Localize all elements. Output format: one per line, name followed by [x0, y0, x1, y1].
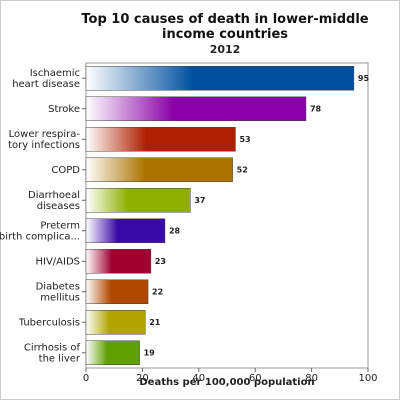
bar: [85, 279, 149, 304]
value-label: 23: [155, 257, 166, 266]
x-tick-label: 40: [192, 373, 205, 384]
x-tick-label: 20: [136, 373, 149, 384]
x-axis-label: Deaths per 100,000 population: [139, 377, 314, 388]
x-tick-label: 60: [249, 373, 262, 384]
x-tick-label: 0: [83, 373, 89, 384]
bar: [85, 96, 307, 121]
y-tick-label: Lower respira-tory infections: [8, 129, 80, 151]
value-label: 37: [194, 196, 205, 205]
bar: [85, 66, 355, 91]
chart-title: Top 10 causes of death in lower-middle in…: [81, 12, 368, 42]
value-label: 21: [149, 318, 161, 327]
value-label: 78: [310, 104, 322, 113]
y-tick-label: COPD: [51, 165, 80, 176]
y-tick-label: Diarrhoeal diseases: [28, 190, 80, 212]
bar: [85, 340, 140, 365]
bar: [85, 127, 236, 152]
value-label: 22: [152, 287, 163, 296]
y-tick-label: Tuberculosis: [18, 317, 80, 328]
value-label: 19: [144, 348, 156, 357]
y-tick-label: Stroke: [48, 104, 80, 115]
bar: [85, 249, 152, 274]
y-tick-label: Preterm birth complica...: [0, 220, 80, 242]
value-label: 28: [169, 226, 181, 235]
bar: [85, 310, 146, 335]
value-label: 52: [237, 165, 248, 174]
y-tick-label: Diabetes mellitus: [36, 281, 80, 303]
chart-subtitle: 2012: [210, 43, 241, 56]
y-tick-label: HIV/AIDS: [35, 256, 80, 267]
x-tick-label: 80: [305, 373, 318, 384]
bar: [85, 218, 166, 243]
value-label: 53: [239, 135, 250, 144]
bar: [85, 157, 233, 182]
y-tick-label: Ischaemic heart disease: [12, 68, 80, 90]
value-label: 95: [358, 74, 370, 83]
y-tick-label: Cirrhosis of the liver: [24, 342, 81, 364]
x-tick-label: 100: [358, 373, 377, 384]
bar: [85, 188, 191, 213]
